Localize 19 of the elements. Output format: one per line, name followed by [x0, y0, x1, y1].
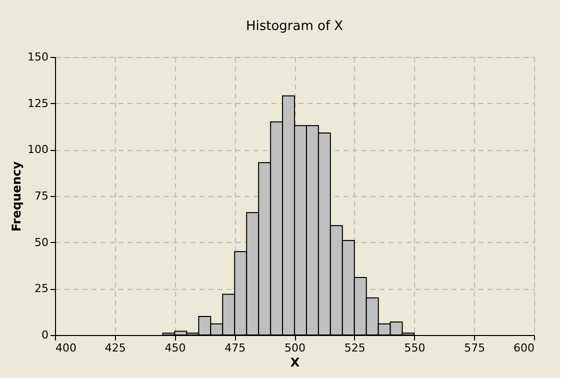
x-tick-label: 400: [56, 342, 76, 354]
y-tick-label: 150: [28, 50, 48, 64]
y-axis-title: Frequency: [10, 161, 24, 232]
x-axis-title: X: [290, 356, 300, 370]
y-tick-label: 50: [34, 236, 48, 249]
y-tick-label: 25: [34, 282, 48, 296]
x-tick-label: 550: [404, 342, 426, 354]
x-tick-label: 425: [104, 342, 126, 354]
y-tick-label: 75: [34, 190, 48, 202]
x-tick-label: 600: [514, 342, 534, 354]
x-tick-label: 500: [284, 342, 306, 354]
y-tick-label: 100: [28, 143, 48, 156]
x-tick-label: 525: [344, 342, 366, 354]
y-tick-label: 125: [28, 96, 48, 110]
chart-title: Histogram of X: [246, 19, 344, 34]
x-tick-label: 575: [464, 342, 486, 354]
x-tick-label: 450: [164, 342, 186, 354]
x-tick-label: 475: [224, 342, 246, 354]
y-tick-label: 0: [42, 328, 48, 342]
